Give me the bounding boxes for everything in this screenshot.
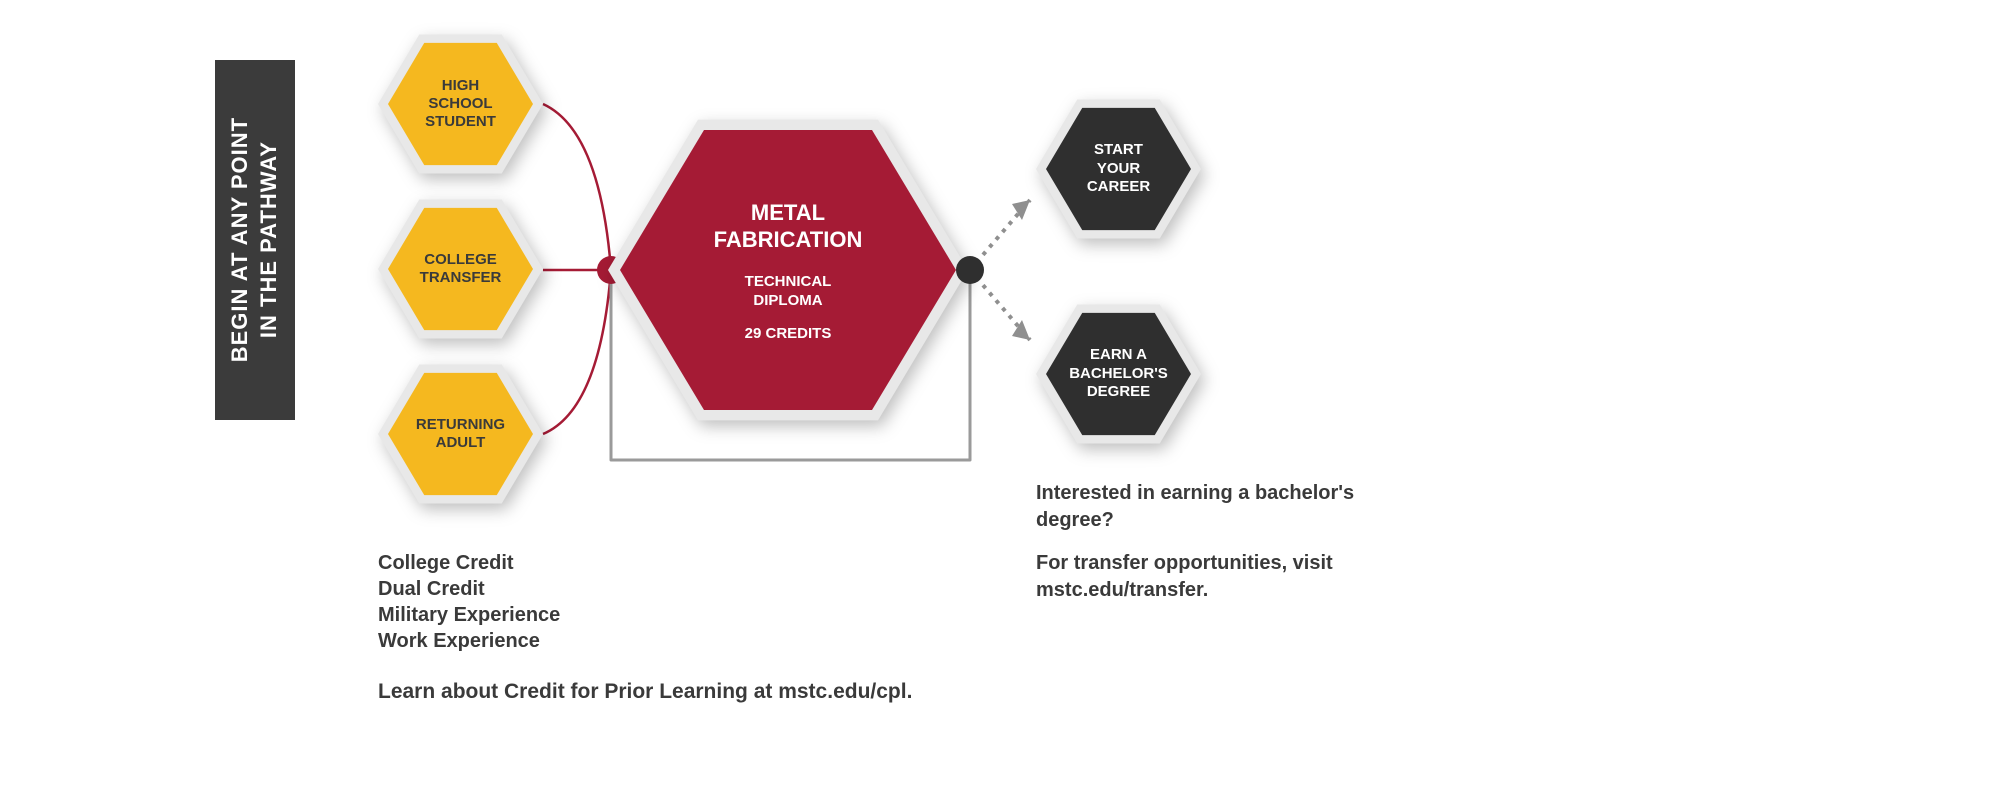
list-item: Military Experience [378, 602, 560, 628]
outcome-hex-bachelors: EARN ABACHELOR'SDEGREE [1036, 300, 1201, 448]
banner-line1: BEGIN AT ANY POINT [227, 117, 252, 362]
entry-hex-high-school: HIGHSCHOOLSTUDENT [378, 30, 543, 178]
program-credits: 29 CREDITS [745, 325, 832, 342]
pathway-banner: BEGIN AT ANY POINT IN THE PATHWAY [215, 60, 295, 420]
transfer-p2: For transfer opportunities, visit mstc.e… [1036, 550, 1376, 604]
pathway-infographic: BEGIN AT ANY POINT IN THE PATHWAY HIGHSC… [0, 0, 2000, 800]
list-item: Work Experience [378, 628, 560, 654]
list-item: Dual Credit [378, 576, 560, 602]
center-hex-program: METALFABRICATION TECHNICALDIPLOMA 29 CRE… [608, 110, 968, 430]
entry-hex-returning-adult: RETURNINGADULT [378, 360, 543, 508]
transfer-note: Interested in earning a bachelor's degre… [1036, 480, 1376, 620]
outcome-label: EARN ABACHELOR'SDEGREE [1063, 346, 1174, 402]
banner-text: BEGIN AT ANY POINT IN THE PATHWAY [226, 117, 283, 362]
entry-label: COLLEGETRANSFER [412, 251, 510, 287]
program-title: METALFABRICATION [714, 199, 863, 254]
program-subtitle: TECHNICALDIPLOMA [745, 272, 832, 311]
outcome-hex-career: STARTYOURCAREER [1036, 95, 1201, 243]
list-item: College Credit [378, 550, 560, 576]
cpl-note: Learn about Credit for Prior Learning at… [378, 680, 912, 704]
transfer-p1: Interested in earning a bachelor's degre… [1036, 480, 1376, 534]
entry-hex-college-transfer: COLLEGETRANSFER [378, 195, 543, 343]
junction-dot-outcome [956, 256, 984, 284]
entry-label: RETURNINGADULT [408, 416, 513, 452]
outcome-label: STARTYOURCAREER [1081, 141, 1156, 197]
banner-line2: IN THE PATHWAY [256, 142, 281, 339]
connectors-layer [0, 0, 2000, 800]
entry-label: HIGHSCHOOLSTUDENT [417, 77, 504, 131]
credit-types-list: College Credit Dual Credit Military Expe… [378, 550, 560, 654]
